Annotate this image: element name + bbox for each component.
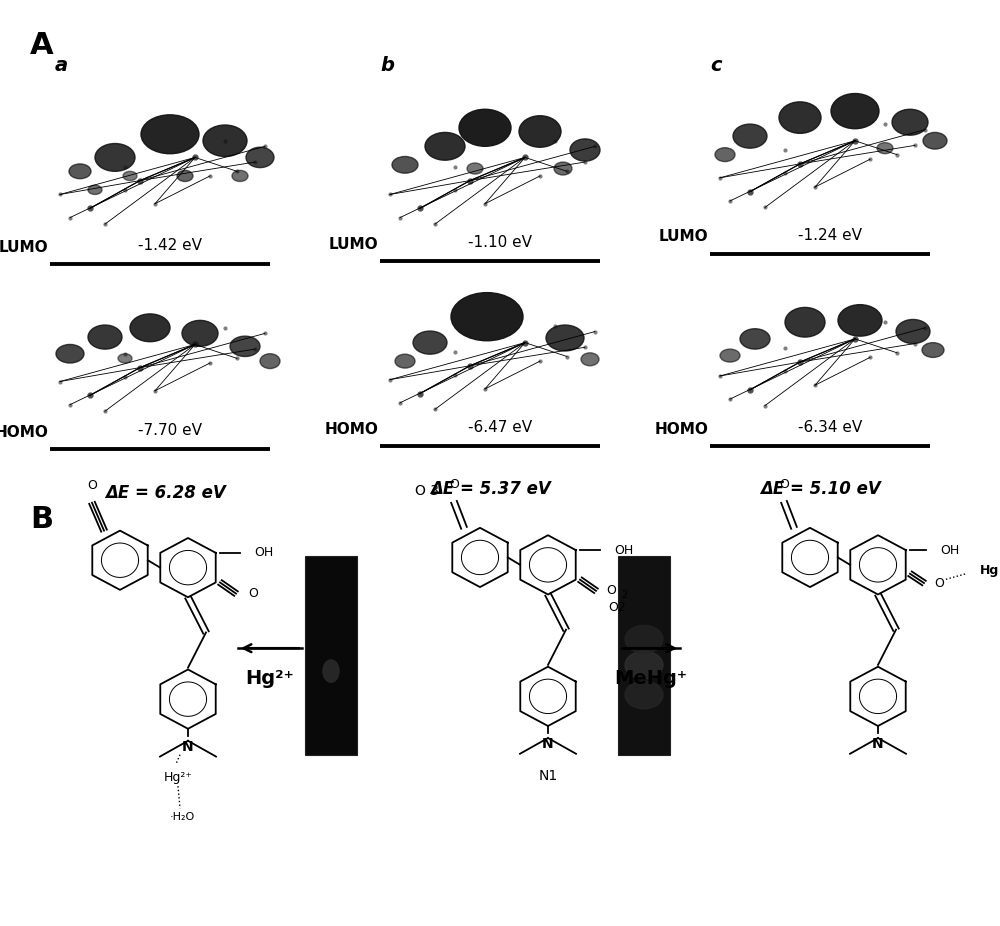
- Ellipse shape: [838, 305, 882, 336]
- Text: MeHg⁺: MeHg⁺: [614, 669, 688, 688]
- Bar: [340, 73, 650, 258]
- Text: HOMO: HOMO: [0, 425, 48, 440]
- Ellipse shape: [56, 344, 84, 363]
- Ellipse shape: [118, 354, 132, 363]
- Ellipse shape: [546, 325, 584, 351]
- Ellipse shape: [88, 185, 102, 194]
- Text: Hg²⁺: Hg²⁺: [164, 771, 192, 784]
- Text: N: N: [872, 737, 884, 751]
- Text: Hg: Hg: [980, 564, 999, 577]
- Ellipse shape: [230, 336, 260, 357]
- Ellipse shape: [203, 125, 247, 156]
- Text: -6.47 eV: -6.47 eV: [468, 420, 532, 435]
- Text: N1: N1: [538, 769, 558, 782]
- Ellipse shape: [554, 162, 572, 175]
- Ellipse shape: [625, 682, 663, 709]
- Ellipse shape: [570, 139, 600, 161]
- Ellipse shape: [395, 354, 415, 368]
- Text: b: b: [380, 56, 394, 75]
- Text: ΔE = 5.37 eV: ΔE = 5.37 eV: [430, 480, 550, 497]
- Text: 2: 2: [621, 591, 627, 600]
- Text: O: O: [87, 479, 97, 492]
- Ellipse shape: [922, 343, 944, 357]
- Text: O: O: [606, 584, 616, 597]
- Text: -7.70 eV: -7.70 eV: [138, 423, 202, 438]
- Text: O 3: O 3: [415, 483, 439, 498]
- Text: -1.24 eV: -1.24 eV: [798, 228, 862, 243]
- Ellipse shape: [141, 115, 199, 154]
- Text: LUMO: LUMO: [328, 237, 378, 252]
- Ellipse shape: [69, 164, 91, 179]
- Ellipse shape: [785, 307, 825, 337]
- Text: c: c: [710, 56, 722, 75]
- Text: O: O: [934, 577, 944, 590]
- Ellipse shape: [177, 170, 193, 181]
- Ellipse shape: [95, 144, 135, 171]
- Text: LUMO: LUMO: [0, 240, 48, 255]
- Ellipse shape: [459, 109, 511, 146]
- Text: A: A: [30, 31, 54, 60]
- Text: LUMO: LUMO: [658, 230, 708, 244]
- Ellipse shape: [892, 109, 928, 135]
- Ellipse shape: [467, 163, 483, 174]
- Bar: [10, 76, 320, 261]
- Bar: [305, 556, 357, 755]
- Ellipse shape: [519, 116, 561, 147]
- Text: OH: OH: [254, 546, 273, 559]
- Text: O: O: [779, 478, 789, 491]
- Text: O: O: [248, 587, 258, 600]
- Ellipse shape: [425, 132, 465, 160]
- Ellipse shape: [413, 331, 447, 355]
- Ellipse shape: [740, 329, 770, 349]
- Text: N: N: [542, 737, 554, 751]
- Bar: [618, 556, 670, 755]
- Ellipse shape: [720, 349, 740, 362]
- Ellipse shape: [451, 293, 523, 341]
- Ellipse shape: [896, 319, 930, 344]
- Ellipse shape: [323, 660, 339, 682]
- Ellipse shape: [923, 132, 947, 149]
- Ellipse shape: [831, 94, 879, 129]
- Ellipse shape: [130, 314, 170, 342]
- Text: HOMO: HOMO: [324, 422, 378, 437]
- Ellipse shape: [260, 354, 280, 369]
- Text: -1.10 eV: -1.10 eV: [468, 235, 532, 250]
- Ellipse shape: [625, 625, 663, 653]
- Text: ΔE = 6.28 eV: ΔE = 6.28 eV: [105, 484, 225, 502]
- Ellipse shape: [232, 170, 248, 181]
- Text: -1.42 eV: -1.42 eV: [138, 238, 202, 253]
- Ellipse shape: [779, 102, 821, 133]
- Text: O2: O2: [608, 601, 626, 614]
- Text: a: a: [55, 56, 68, 75]
- Ellipse shape: [88, 325, 122, 349]
- Ellipse shape: [733, 124, 767, 148]
- Text: ΔE = 5.10 eV: ΔE = 5.10 eV: [760, 480, 880, 497]
- Ellipse shape: [581, 353, 599, 366]
- Bar: [670, 66, 980, 251]
- Text: ·H₂O: ·H₂O: [169, 812, 195, 822]
- Ellipse shape: [877, 143, 893, 154]
- Ellipse shape: [715, 147, 735, 162]
- Text: O: O: [449, 478, 459, 491]
- Bar: [670, 286, 980, 444]
- Text: -6.34 eV: -6.34 eV: [798, 420, 862, 435]
- Text: HOMO: HOMO: [654, 422, 708, 437]
- Ellipse shape: [182, 320, 218, 346]
- Text: OH: OH: [940, 544, 959, 557]
- Ellipse shape: [123, 171, 137, 181]
- Ellipse shape: [625, 651, 663, 679]
- Ellipse shape: [246, 147, 274, 168]
- Text: OH: OH: [614, 544, 633, 557]
- Ellipse shape: [392, 156, 418, 173]
- Bar: [10, 289, 320, 446]
- Text: B: B: [30, 505, 53, 533]
- Text: N: N: [182, 740, 194, 754]
- Bar: [340, 286, 650, 444]
- Text: Hg²⁺: Hg²⁺: [246, 669, 294, 688]
